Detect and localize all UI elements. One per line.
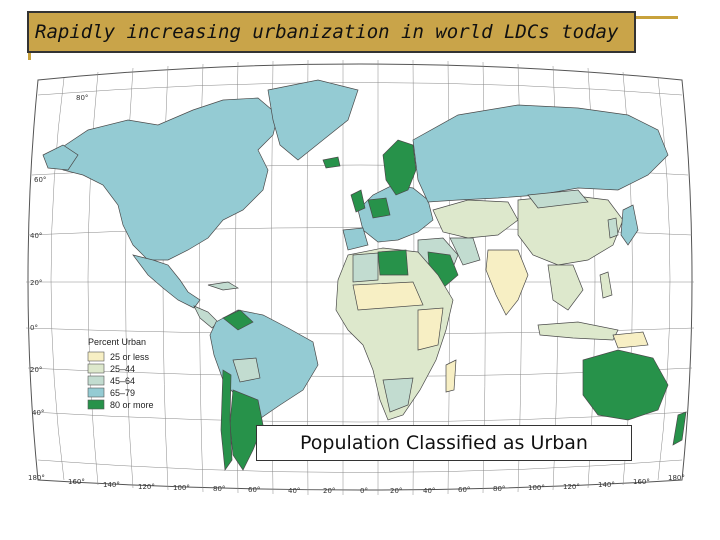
- landmass-alaska: [42, 144, 79, 171]
- lon-label: 60°: [458, 486, 470, 494]
- landmass-southeast-asia: [547, 264, 584, 311]
- landmass-bolivia: [232, 357, 261, 383]
- landmass-germany-benelux: [367, 197, 391, 219]
- world-map-svg: 80° 60° 40° 20° 0° 20° 40° 180° 160° 140…: [25, 60, 695, 496]
- lon-label: 0°: [360, 487, 368, 495]
- landmass-russia: [412, 104, 669, 203]
- landmass-madagascar: [445, 359, 457, 393]
- lat-label: 40°: [32, 409, 44, 417]
- accent-rule: [628, 16, 678, 19]
- legend: Percent Urban 25 or less 25–44 45–64 65–79 8…: [87, 337, 154, 410]
- landmass-philippines: [599, 271, 613, 299]
- landmass-sahel: [352, 281, 424, 311]
- lon-label: 140°: [103, 481, 120, 489]
- landmass-uk: [350, 189, 366, 213]
- lon-label: 140°: [598, 481, 615, 489]
- lon-label: 160°: [633, 478, 650, 486]
- lon-label: 60°: [248, 486, 260, 494]
- landmass-china: [517, 194, 624, 266]
- landmass-chile: [220, 369, 233, 471]
- landmass-australia: [582, 349, 669, 421]
- landmass-greenland: [267, 79, 359, 161]
- landmass-korea: [607, 217, 619, 239]
- landmass-north-america: [57, 97, 279, 261]
- accent-tick: [28, 50, 31, 60]
- title-box: Rapidly increasing urbanization in world…: [27, 11, 636, 53]
- landmass-libya: [377, 249, 409, 276]
- legend-label: 25 or less: [110, 352, 150, 362]
- landmass-mongolia: [527, 189, 589, 209]
- legend-swatch: [87, 351, 105, 362]
- landmass-iran: [449, 237, 481, 266]
- lat-label: 60°: [34, 176, 46, 184]
- legend-label: 80 or more: [110, 400, 154, 410]
- longitude-labels: 180° 160° 140° 120° 100° 80° 60° 40° 20°…: [28, 474, 685, 495]
- lon-label: 80°: [493, 485, 505, 493]
- legend-title: Percent Urban: [88, 337, 146, 347]
- landmass-venezuela: [222, 309, 254, 331]
- lat-label: 0°: [30, 324, 38, 332]
- legend-label: 45–64: [110, 376, 135, 386]
- world-map: 80° 60° 40° 20° 0° 20° 40° 180° 160° 140…: [18, 60, 702, 500]
- lon-label: 100°: [528, 484, 545, 492]
- landmass-scandinavia: [382, 139, 417, 196]
- lon-label: 20°: [390, 487, 402, 495]
- lon-label: 180°: [28, 474, 45, 482]
- legend-label: 25–44: [110, 364, 135, 374]
- legend-swatch: [87, 387, 105, 398]
- legend-label: 65–79: [110, 388, 135, 398]
- lat-label: 80°: [76, 94, 88, 102]
- landmass-south-africa: [382, 377, 414, 413]
- landmass-iceland: [322, 156, 341, 169]
- lon-label: 40°: [288, 487, 300, 495]
- latitude-labels: 80° 60° 40° 20° 0° 20° 40°: [30, 94, 88, 417]
- landmass-cuba: [207, 281, 240, 291]
- lon-label: 20°: [323, 487, 335, 495]
- landmass-india: [485, 249, 529, 316]
- caption-box: Population Classified as Urban: [256, 425, 632, 461]
- landmass-indonesia: [537, 321, 619, 341]
- legend-swatch: [87, 399, 105, 410]
- lon-label: 120°: [138, 483, 155, 491]
- lat-label: 40°: [30, 232, 42, 240]
- lon-label: 80°: [213, 485, 225, 493]
- landmass-central-asia: [432, 199, 519, 239]
- lon-label: 120°: [563, 483, 580, 491]
- landmass-japan: [620, 204, 639, 246]
- legend-swatch: [87, 375, 105, 386]
- map-caption: Population Classified as Urban: [300, 432, 588, 454]
- lon-label: 40°: [423, 487, 435, 495]
- lon-label: 100°: [173, 484, 190, 492]
- slide-title: Rapidly increasing urbanization in world…: [35, 21, 619, 43]
- lon-label: 160°: [68, 478, 85, 486]
- lat-label: 20°: [30, 366, 42, 374]
- lon-label: 180°: [668, 474, 685, 482]
- landmass-new-zealand: [672, 411, 687, 446]
- landmass-new-guinea: [612, 331, 649, 349]
- lat-label: 20°: [30, 279, 42, 287]
- landmass-east-africa: [417, 307, 444, 351]
- landmass-iberia: [342, 227, 369, 251]
- legend-swatch: [87, 363, 105, 374]
- landmass-algeria: [352, 252, 379, 283]
- landmass-mexico: [132, 254, 201, 309]
